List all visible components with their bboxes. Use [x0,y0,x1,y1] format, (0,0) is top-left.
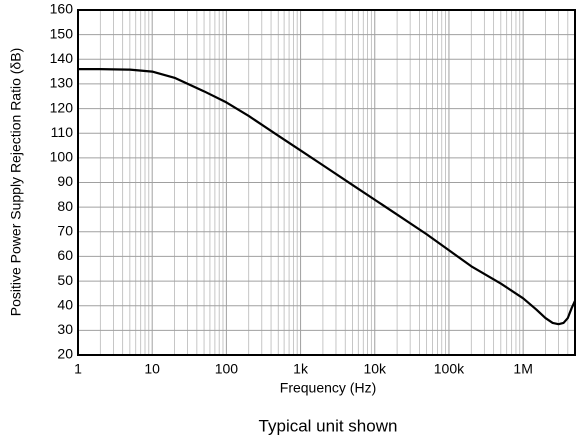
y-tick-label: 20 [57,346,73,362]
y-tick-label: 130 [50,75,74,91]
y-tick-label: 140 [50,50,74,66]
data-line [78,68,576,326]
y-tick-label: 110 [51,124,74,140]
y-tick-label: 80 [57,198,73,214]
y-tick-label: 70 [57,222,73,238]
x-tick-label: 1k [293,361,309,377]
y-tick-label: 50 [57,272,73,288]
x-tick-label: 100 [215,361,239,377]
y-axis-label: Positive Power Supply Rejection Ratio (δ… [8,48,24,316]
x-tick-label: 1M [513,361,532,377]
x-tick-label: 10k [363,361,387,377]
y-tick-label: 30 [57,321,73,337]
y-tick-label: 100 [50,149,74,165]
x-axis-label: Frequency (Hz) [280,380,376,396]
x-tick-label: 100k [434,361,465,377]
y-tick-label: 120 [50,99,74,115]
x-tick-label: 1 [74,361,82,377]
x-tick-label: 10 [144,361,160,377]
y-tick-label: 90 [57,173,73,189]
plot-frame [77,9,576,356]
y-tick-label: 160 [50,1,74,17]
y-tick-label: 40 [57,296,73,312]
y-tick-label: 60 [57,247,73,263]
caption: Typical unit shown [259,416,398,435]
y-tick-label: 150 [50,25,74,41]
